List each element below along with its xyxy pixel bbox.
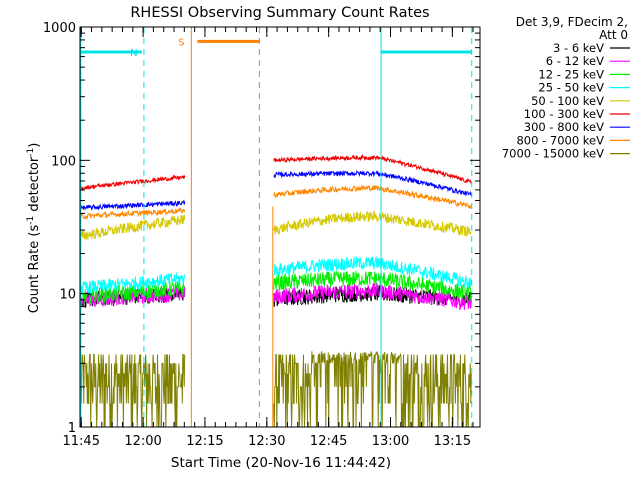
series-segment-post-gap xyxy=(273,351,472,428)
y-tick-label: 1000 xyxy=(43,21,76,36)
series-segment-pre-gap xyxy=(80,354,186,428)
series-line xyxy=(80,351,472,428)
x-tick-label: 13:15 xyxy=(434,434,471,449)
legend-entry: 300 - 800 keV xyxy=(524,120,630,134)
series-segment-pre-gap xyxy=(80,281,186,306)
series-line xyxy=(80,210,472,240)
series-segment-post-gap xyxy=(273,184,472,210)
legend-entry-label: 7000 - 15000 keV xyxy=(502,147,604,161)
series-line xyxy=(80,169,472,211)
y-tick-label: 100 xyxy=(51,154,76,169)
x-tick-label: 12:00 xyxy=(124,434,161,449)
x-tick-label: 11:45 xyxy=(63,434,100,449)
legend-entry: 25 - 50 keV xyxy=(538,81,630,95)
legend-entry: 800 - 7000 keV xyxy=(516,133,630,147)
legend-entry: 100 - 300 keV xyxy=(524,107,630,121)
series-segment-post-gap xyxy=(273,210,472,237)
legend-entry-label: 12 - 25 keV xyxy=(538,67,604,81)
series-line xyxy=(80,270,472,306)
chart-title: RHESSI Observing Summary Count Rates xyxy=(130,5,429,21)
series-segment-post-gap xyxy=(273,282,472,311)
series-segment-pre-gap xyxy=(80,174,186,192)
series-segment-post-gap xyxy=(273,270,472,301)
legend-entry-label: 25 - 50 keV xyxy=(538,81,604,95)
y-tick-label: 10 xyxy=(59,288,76,303)
flag-label: N xyxy=(130,48,137,59)
flag-label: S xyxy=(178,37,184,48)
series-segment-post-gap xyxy=(273,256,472,288)
legend-entry-label: 300 - 800 keV xyxy=(524,120,604,134)
legend-entry: 7000 - 15000 keV xyxy=(502,147,630,161)
x-tick-label: 12:30 xyxy=(248,434,285,449)
series-segment-post-gap xyxy=(273,169,472,197)
legend-entry-label: 800 - 7000 keV xyxy=(516,133,604,147)
series-segment-pre-gap xyxy=(80,214,186,240)
series-segment-pre-gap xyxy=(80,207,186,220)
legend-header-1: Det 3,9, FDecim 2, xyxy=(516,15,628,29)
legend-entry: 6 - 12 keV xyxy=(546,54,630,68)
series-segment-post-gap xyxy=(273,153,472,184)
x-tick-label: 12:45 xyxy=(310,434,347,449)
legend-entry-label: 50 - 100 keV xyxy=(531,94,604,108)
x-tick-label: 13:00 xyxy=(372,434,409,449)
legend-entry-label: 3 - 6 keV xyxy=(553,41,604,55)
plot-frame xyxy=(79,26,481,428)
y-tick-label: 1 xyxy=(68,421,76,436)
legend-entry: 50 - 100 keV xyxy=(531,94,630,108)
series-line xyxy=(80,153,472,192)
y-axis-label: Count Rate (s-1 detector-1) xyxy=(26,143,42,314)
x-tick-label: 12:15 xyxy=(186,434,223,449)
series-line xyxy=(80,184,472,220)
legend-entry: 12 - 25 keV xyxy=(538,67,630,81)
series-segment-pre-gap xyxy=(80,272,186,294)
legend-header-2: Att 0 xyxy=(599,28,628,42)
x-axis-label: Start Time (20-Nov-16 11:44:42) xyxy=(171,455,391,471)
legend-entry: 3 - 6 keV xyxy=(553,41,630,55)
legend-entry-label: 100 - 300 keV xyxy=(524,107,604,121)
series-segment-pre-gap xyxy=(80,199,186,211)
legend-entry-label: 6 - 12 keV xyxy=(546,54,604,68)
series-line xyxy=(80,256,472,294)
